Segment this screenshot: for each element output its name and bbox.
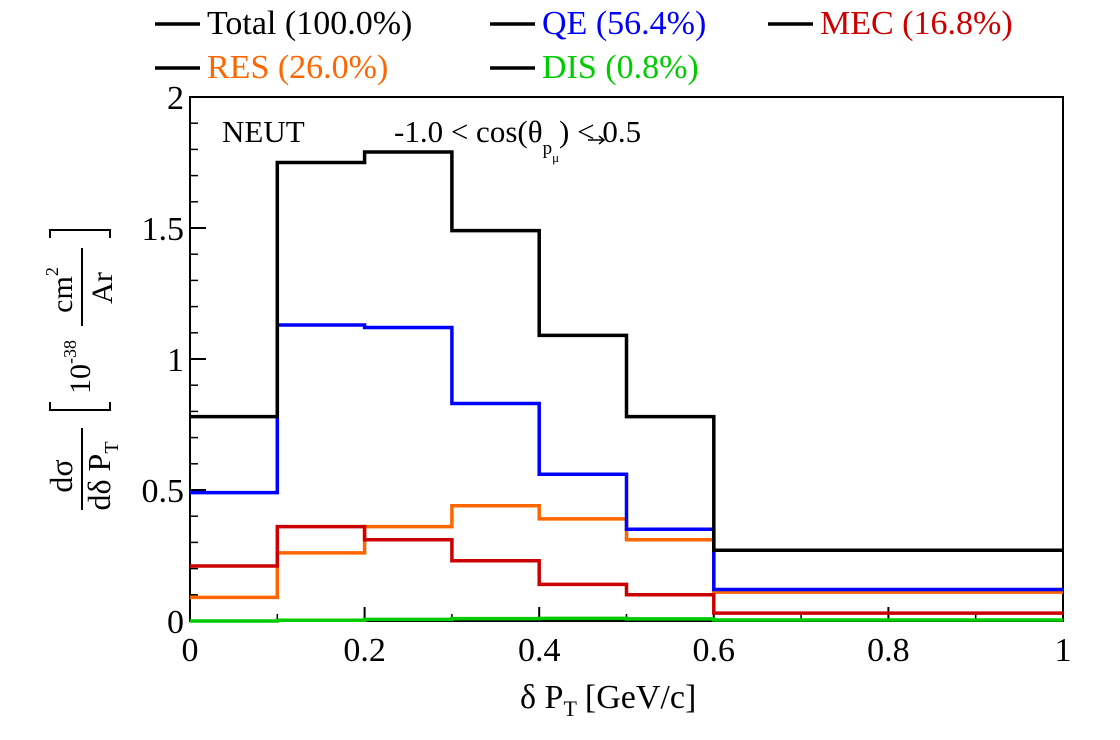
generator-label: NEUT (222, 114, 305, 149)
y-tick-label-0: 0 (167, 604, 184, 641)
annotation: NEUT -1.0 < cos(θpμ) < 0.5 (222, 114, 641, 165)
x-tick-label-0: 0 (182, 632, 199, 669)
x-tick-label-5: 1 (1055, 632, 1072, 669)
y-tick-label-1: 0.5 (142, 473, 185, 510)
y-tick-label-2: 1 (167, 342, 184, 379)
legend-label-0: Total (100.0%) (207, 5, 412, 42)
cut-sub2: μ (552, 150, 559, 165)
x-axis-title-unit: [GeV/c] (585, 679, 696, 716)
x-tick-label-2: 0.4 (518, 632, 561, 669)
x-tick-label-1: 0.2 (343, 632, 386, 669)
y-axis-title: dσ dδ PT 10-38 cm2 Ar (42, 229, 123, 511)
y-unit-prefix: 10-38 (60, 340, 97, 394)
y-tick-label-4: 2 (167, 80, 184, 117)
y-bracket-right-icon (49, 229, 111, 238)
series-line-1 (190, 323, 1063, 592)
cut-sub: p (543, 138, 553, 159)
series-layer (190, 150, 1063, 623)
y-axis: 0 0.5 1 1.5 2 (142, 80, 206, 641)
x-tick-label-4: 0.8 (867, 632, 910, 669)
y-unit-num: cm2 (42, 267, 79, 313)
legend-label-1: QE (56.4%) (542, 5, 706, 42)
y-frac-den: dδ PT (81, 441, 123, 510)
y-frac-num: dσ (43, 459, 79, 492)
vector-arrow-icon (588, 135, 606, 145)
x-tick-label-3: 0.6 (693, 632, 736, 669)
series-line-4 (190, 616, 1063, 623)
legend-label-2: MEC (16.8%) (820, 5, 1013, 42)
y-tick-label-3: 1.5 (142, 211, 185, 248)
legend-label-4: DIS (0.8%) (542, 49, 699, 86)
x-axis-title: δ PT [GeV/c] (520, 679, 696, 721)
series-line-3 (190, 503, 1063, 600)
x-axis: 0 0.2 0.4 0.6 0.8 1 (182, 607, 1072, 669)
cut-left: -1.0 < cos(θ (394, 114, 543, 149)
x-axis-title-main: δ P (520, 679, 563, 716)
series-line-2 (190, 524, 1063, 615)
x-axis-title-sub: T (563, 696, 577, 721)
series-line-0 (190, 150, 1063, 553)
y-unit-den: Ar (86, 272, 119, 304)
legend: Total (100.0%) QE (56.4%) MEC (16.8%) RES (… (155, 5, 1013, 86)
cut-label: -1.0 < cos(θpμ) < 0.5 (394, 114, 641, 165)
y-bracket-left-icon (49, 402, 111, 411)
legend-label-3: RES (26.0%) (207, 49, 388, 86)
